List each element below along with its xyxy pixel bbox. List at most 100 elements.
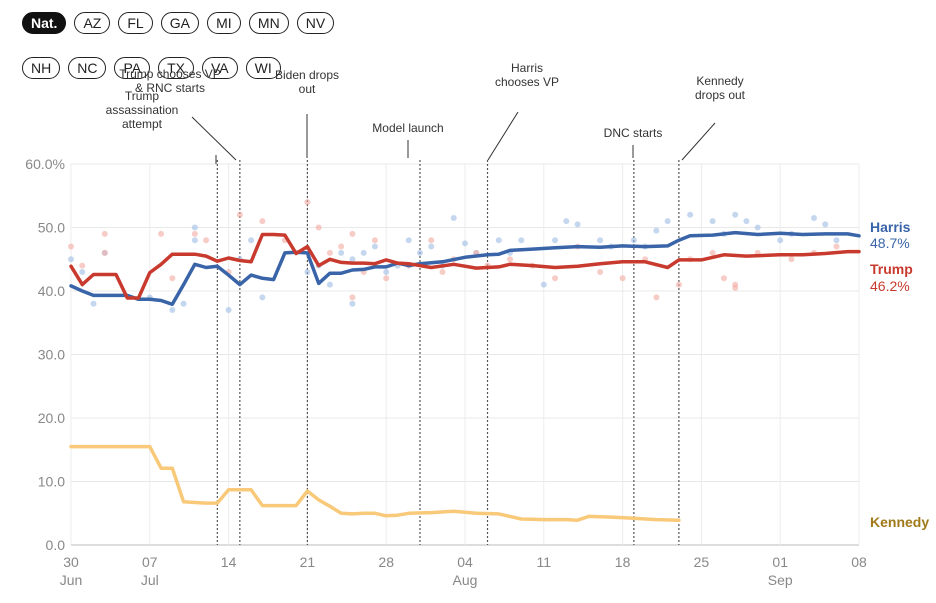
event-label: Trump chooses VP [119, 67, 221, 81]
series-line-trump [69, 232, 861, 300]
event-label: Harris [511, 61, 543, 75]
poll-dot-harris [326, 281, 333, 288]
tab-wi[interactable]: WI [245, 57, 281, 79]
y-axis-ticks: 0.0 10.0 20.0 30.0 40.0 50.0 60.0% [25, 156, 65, 553]
event-label: assassination [106, 103, 179, 117]
poll-dot-trump [315, 224, 322, 231]
poll-dot-trump [507, 256, 514, 263]
poll-dot-trump [788, 256, 795, 263]
poll-dot-harris [371, 243, 378, 250]
event-leader [681, 122, 716, 161]
poll-dot-harris [630, 237, 637, 244]
x-tick-label: 28 [378, 554, 394, 570]
poll-dot-trump [101, 249, 108, 256]
poll-dot-harris [833, 237, 840, 244]
poll-dot-harris [777, 237, 784, 244]
x-tick-month: Aug [453, 572, 478, 588]
poll-dot-harris [304, 268, 311, 275]
series-line-kennedy [69, 444, 681, 522]
tab-mn[interactable]: MN [248, 12, 289, 34]
poll-dot-trump [597, 268, 604, 275]
y-tick-label: 0.0 [46, 537, 66, 553]
poll-dot-trump [101, 230, 108, 237]
x-tick-label: 04 [457, 554, 473, 570]
event-label: attempt [122, 117, 163, 131]
poll-dot-harris [191, 224, 198, 231]
x-tick-month: Jul [141, 572, 159, 588]
poll-dot-harris [574, 221, 581, 228]
poll-dot-trump [236, 211, 243, 218]
poll-dot-trump [203, 237, 210, 244]
poll-dot-harris [709, 218, 716, 225]
poll-dot-trump [552, 275, 559, 282]
tab-mi[interactable]: MI [206, 12, 241, 34]
state-tabs-row-2: NH NC PA TX VA WI [22, 57, 281, 79]
poll-dot-trump [68, 243, 74, 250]
x-tick-label: 08 [851, 554, 867, 570]
poll-dot-harris [450, 214, 457, 221]
tab-ga[interactable]: GA [160, 12, 199, 34]
poll-dot-harris [225, 307, 232, 314]
poll-dot-harris [405, 237, 412, 244]
series-name-kennedy: Kennedy [870, 514, 929, 530]
y-tick-label: 50.0 [38, 220, 65, 236]
poll-dot-harris [349, 256, 356, 263]
poll-dot-harris [495, 237, 502, 244]
poll-dot-harris [259, 294, 266, 301]
poll-dot-harris [68, 256, 74, 263]
event-label: & RNC starts [135, 81, 205, 95]
poll-dot-harris [810, 214, 817, 221]
poll-dot-trump [833, 243, 840, 250]
x-axis-ticks: 30 Jun 07 Jul 14 21 28 04 Aug 11 18 25 01 Sep 08 [60, 554, 867, 588]
poll-dot-harris [428, 243, 435, 250]
series-line-harris [69, 230, 861, 307]
poll-dot-trump [709, 249, 716, 256]
poll-dot-harris [732, 211, 739, 218]
tab-nc[interactable]: NC [68, 57, 107, 79]
series-value-harris: 48.7% [870, 235, 910, 251]
poll-dot-trump [326, 249, 333, 256]
event-label: Biden drops [275, 68, 339, 82]
tab-az[interactable]: AZ [74, 12, 111, 34]
tab-nv[interactable]: NV [296, 12, 335, 34]
x-tick-label: 25 [694, 554, 710, 570]
poll-dot-harris [754, 224, 761, 231]
tab-va[interactable]: VA [202, 57, 238, 79]
poll-dot-trump [675, 281, 682, 288]
x-tick-label: 07 [142, 554, 158, 570]
y-tick-label: 30.0 [38, 347, 65, 363]
tab-nat[interactable]: Nat. [22, 12, 67, 34]
state-tabs-row-1: Nat. AZ FL GA MI MN NV [22, 12, 335, 34]
event-label: chooses VP [495, 75, 559, 89]
poll-dot-trump [349, 294, 356, 301]
poll-dot-harris [597, 237, 604, 244]
poll-dot-harris [540, 281, 547, 288]
y-tick-label: 20.0 [38, 410, 65, 426]
tab-fl[interactable]: FL [118, 12, 153, 34]
x-tick-month: Sep [768, 572, 793, 588]
poll-dot-harris [338, 249, 345, 256]
event-label: out [299, 82, 316, 96]
event-label: Kennedy [696, 74, 743, 88]
poll-dot-trump [79, 262, 86, 269]
tab-pa[interactable]: PA [114, 57, 151, 79]
tab-nh[interactable]: NH [22, 57, 61, 79]
event-label: drops out [695, 88, 746, 102]
poll-dot-trump [720, 275, 727, 282]
poll-dot-harris [416, 249, 423, 256]
series-name-harris: Harris [870, 219, 911, 235]
poll-dot-trump [169, 275, 176, 282]
x-tick-label: 30 [63, 554, 79, 570]
poll-dot-harris [664, 218, 671, 225]
tab-tx[interactable]: TX [158, 57, 194, 79]
poll-dot-harris [169, 307, 176, 314]
event-label: Model launch [372, 121, 443, 135]
poll-dot-harris [687, 211, 694, 218]
x-tick-label: 01 [772, 554, 788, 570]
poll-dot-harris [360, 249, 367, 256]
poll-dot-harris [180, 300, 187, 307]
poll-dot-harris [518, 237, 525, 244]
poll-dot-trump [349, 230, 356, 237]
